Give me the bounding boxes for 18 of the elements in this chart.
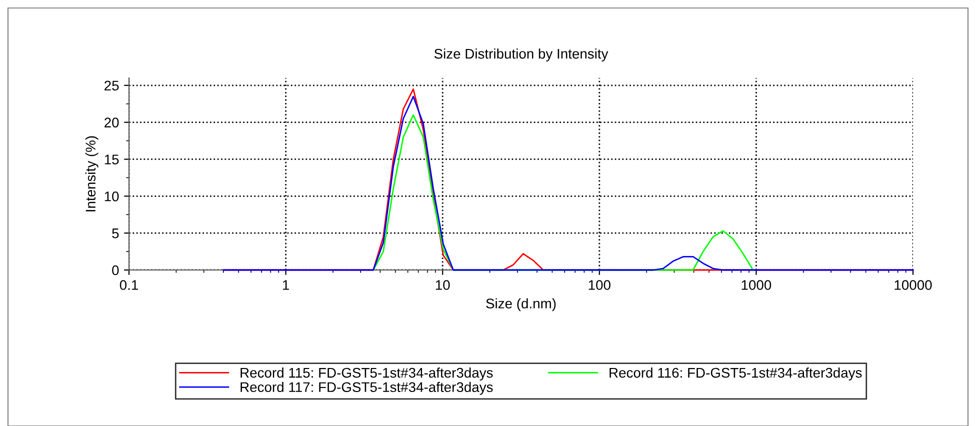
x-tick-label: 1000 xyxy=(742,280,772,290)
y-tick-label: 10 xyxy=(104,191,119,202)
x-tick-label: 10 xyxy=(436,280,450,290)
y-tick-label: 20 xyxy=(104,118,119,128)
x-tick-label: 10000 xyxy=(894,280,932,290)
y-tick-label: 5 xyxy=(112,228,119,238)
x-tick-label: 100 xyxy=(588,280,610,290)
x-tick-label: 1 xyxy=(282,280,289,290)
y-tick-label: 25 xyxy=(104,80,119,91)
y-axis-title: Intensity (%) xyxy=(85,136,98,212)
legend-label: Record 117: FD-GST5-1st#34-after3days xyxy=(240,382,493,395)
legend-label: Record 116: FD-GST5-1st#34-after3days xyxy=(610,368,862,380)
y-tick-label: 0 xyxy=(112,265,119,276)
y-tick-label: 15 xyxy=(104,154,119,164)
chart-title: Size Distribution by Intensity xyxy=(434,48,608,62)
x-axis-title: Size (d.nm) xyxy=(486,298,556,312)
x-tick-label: 0.1 xyxy=(120,280,138,290)
legend-label: Record 115: FD-GST5-1st#34-after3days xyxy=(240,368,493,380)
